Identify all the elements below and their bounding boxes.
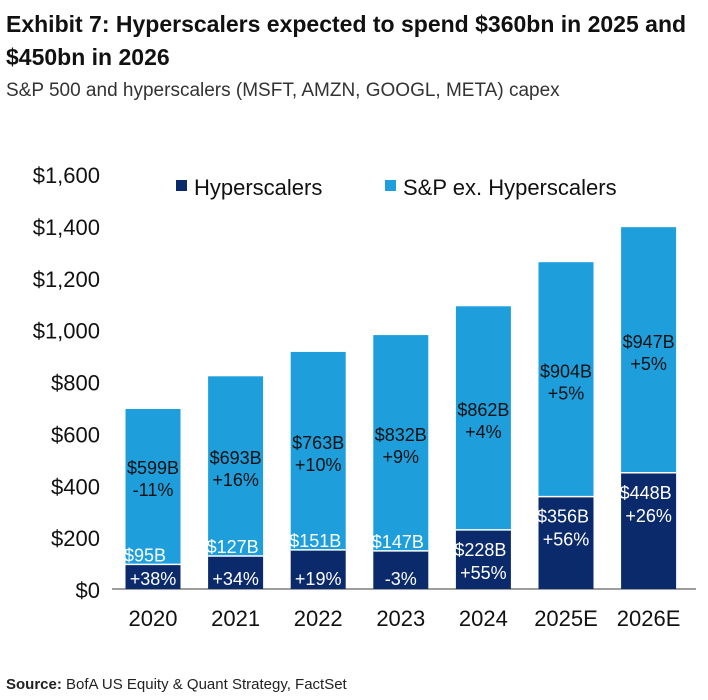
data-label-sp-ex-value: $947B [623,332,675,352]
bar-hyperscalers [208,556,264,589]
data-label-sp-ex-growth: +10% [295,455,342,475]
x-tick-label: 2020 [129,606,178,631]
data-label-hyperscalers-value: $448B [620,483,672,503]
source-note: Source: BofA US Equity & Quant Strategy,… [6,676,347,693]
source-text: BofA US Equity & Quant Strategy, FactSet [66,676,347,693]
bar-sp-ex-hyperscalers [538,262,594,497]
data-label-hyperscalers-growth: -3% [385,569,417,589]
data-label-hyperscalers-growth: +34% [212,569,259,589]
data-label-hyperscalers-growth: +38% [130,569,177,589]
x-tick-label: 2022 [294,606,343,631]
data-label-sp-ex-value: $763B [292,433,344,453]
data-label-hyperscalers-growth: +26% [625,506,672,526]
bar-hyperscalers [290,549,346,589]
y-tick-label: $1,000 [33,319,100,344]
y-tick-label: $600 [51,422,100,447]
legend-swatch-hyperscalers [176,180,187,191]
chart-title: Exhibit 7: Hyperscalers expected to spen… [6,11,687,70]
data-label-sp-ex-value: $904B [540,361,592,381]
bar-hyperscalers [621,472,677,589]
bar-sp-ex-hyperscalers [455,306,511,530]
chart-subtitle: S&P 500 and hyperscalers (MSFT, AMZN, GO… [6,80,560,101]
data-label-hyperscalers-value: $228B [454,540,506,560]
bar-sp-ex-hyperscalers [125,408,181,565]
bar-sp-ex-hyperscalers [621,227,677,473]
bar-sp-ex-hyperscalers [208,376,264,557]
bar-hyperscalers [125,564,181,589]
data-label-sp-ex-growth: -11% [133,480,174,500]
data-label-hyperscalers-value: $95B [124,545,166,565]
bar-sp-ex-hyperscalers [290,351,346,550]
y-tick-label: $1,400 [33,215,100,240]
data-label-sp-ex-growth: +5% [548,383,585,403]
data-label-sp-ex-value: $693B [210,448,262,468]
data-label-sp-ex-value: $832B [375,425,427,445]
data-label-hyperscalers-value: $147B [372,532,424,552]
y-tick-label: $1,200 [33,267,100,292]
data-label-hyperscalers-value: $127B [207,537,259,557]
x-tick-label: 2026E [617,606,681,631]
bar-hyperscalers [373,550,429,589]
bar-sp-ex-hyperscalers [373,335,429,551]
legend-label-hyperscalers: Hyperscalers [194,175,322,200]
source-label: Source: [6,676,62,693]
y-tick-label: $800 [51,371,100,396]
data-label-hyperscalers-growth: +55% [460,563,507,583]
bar-hyperscalers [538,496,594,589]
data-label-sp-ex-growth: +4% [465,422,502,442]
x-tick-label: 2025E [534,606,598,631]
legend-label-sp-ex: S&P ex. Hyperscalers [403,175,617,200]
y-tick-label: $400 [51,474,100,499]
y-tick-label: $200 [51,526,100,551]
data-label-hyperscalers-value: $356B [537,507,589,527]
stacked-bar-chart: $0 $200 $400 $600 $800 $1,000 $1,200 $1,400 $1,6… [33,163,696,631]
x-tick-label: 2021 [211,606,260,631]
y-tick-label: $0 [76,578,100,603]
legend-swatch-sp-ex [385,180,396,191]
data-label-sp-ex-value: $862B [457,400,509,420]
data-label-hyperscalers-growth: +56% [543,530,590,550]
data-label-sp-ex-growth: +5% [630,354,667,374]
data-label-sp-ex-growth: +9% [383,447,420,467]
x-tick-label: 2023 [376,606,425,631]
data-label-hyperscalers-growth: +19% [295,569,342,589]
data-label-sp-ex-growth: +16% [212,470,259,490]
y-tick-label: $1,600 [33,163,100,188]
x-tick-label: 2024 [459,606,508,631]
data-label-sp-ex-value: $599B [127,458,179,478]
data-label-hyperscalers-value: $151B [289,531,341,551]
bar-hyperscalers [455,529,511,589]
